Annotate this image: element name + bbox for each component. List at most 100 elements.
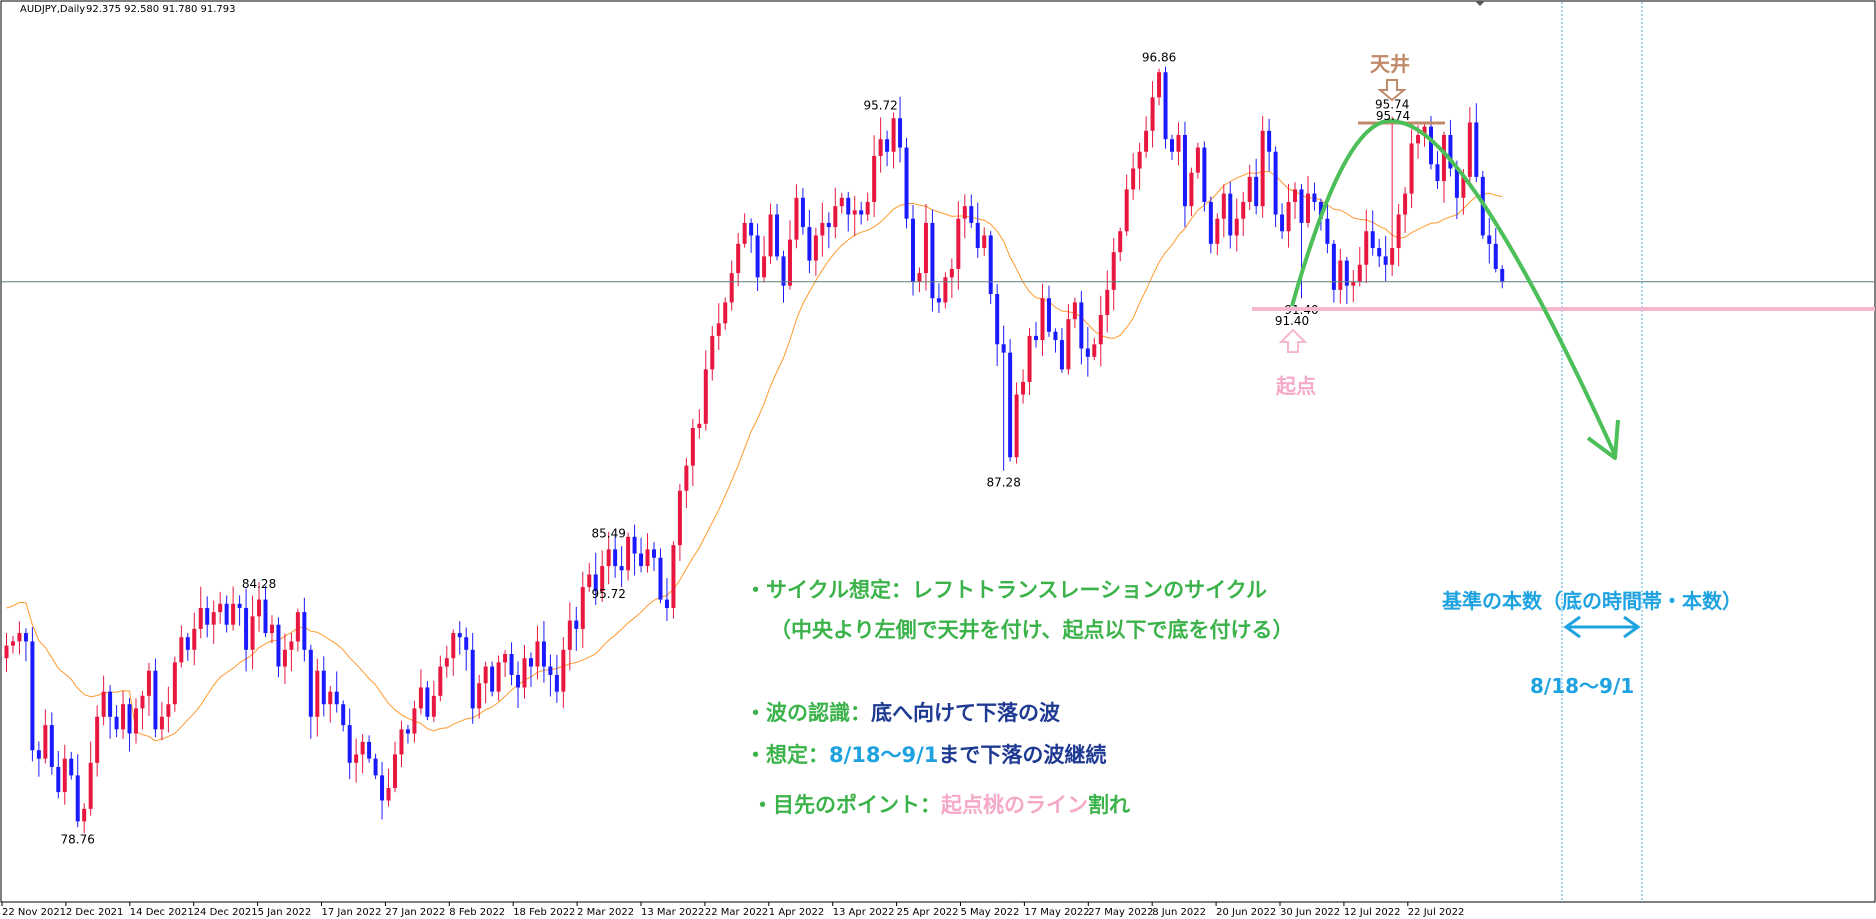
candle	[373, 753, 378, 780]
range-arrow-left-head	[1563, 615, 1581, 639]
candle-body	[114, 716, 119, 730]
candle	[677, 483, 682, 561]
candle-body	[1267, 130, 1272, 152]
candle	[1202, 141, 1207, 212]
assumption-note-dates: 8/18〜9/1	[829, 743, 939, 767]
candle	[846, 191, 851, 232]
candle	[289, 633, 294, 672]
top-value-label: 95.74	[1376, 109, 1410, 123]
candle-body	[101, 691, 106, 717]
candle	[1163, 66, 1168, 149]
candle	[1260, 115, 1265, 218]
candle	[1293, 182, 1298, 220]
candle	[664, 578, 669, 621]
candle	[503, 650, 508, 678]
candle-body	[237, 603, 242, 608]
candle-body	[1027, 335, 1032, 382]
candle-body	[1254, 176, 1259, 207]
candle	[639, 537, 644, 573]
candle-body	[1344, 260, 1349, 286]
candle-body	[431, 695, 436, 717]
candle-body	[1325, 218, 1330, 244]
candle-body	[1182, 135, 1187, 207]
candle	[1409, 129, 1414, 209]
candle-body	[891, 118, 896, 152]
candle-body	[516, 674, 521, 688]
candle	[1357, 246, 1362, 287]
candle-body	[341, 704, 346, 726]
candle-body	[56, 766, 61, 793]
price-label: 95.74	[1375, 98, 1409, 112]
x-axis-tick-label: 17 May 2022	[1024, 907, 1089, 918]
candle-body	[95, 716, 100, 763]
candle	[1034, 321, 1039, 348]
candle	[1098, 295, 1103, 367]
candle-body	[1280, 214, 1285, 232]
candle-body	[1118, 231, 1123, 253]
candle	[1500, 265, 1505, 289]
candle-body	[185, 637, 190, 650]
candle-body	[775, 214, 780, 257]
candle-body	[308, 649, 313, 717]
candle-body	[282, 649, 287, 667]
candle-body	[1422, 126, 1427, 136]
candle-body	[749, 222, 754, 236]
candle	[1377, 238, 1382, 268]
candle	[567, 602, 572, 671]
candle	[30, 626, 35, 762]
candle	[1429, 116, 1433, 170]
candle	[781, 250, 786, 303]
candle	[1008, 339, 1013, 462]
candle-body	[1072, 302, 1077, 320]
candle	[1105, 270, 1110, 333]
candle-body	[211, 612, 216, 625]
candle	[444, 645, 449, 678]
price-label: 87.28	[986, 476, 1020, 490]
candle-body	[405, 729, 410, 734]
candle-body	[826, 222, 831, 228]
candle-body	[1286, 201, 1291, 232]
candle	[282, 633, 287, 684]
candle-body	[244, 607, 249, 650]
candle-body	[146, 670, 151, 696]
candle	[140, 690, 145, 730]
wave-note-prefix: ・波の認識：	[745, 701, 871, 725]
candle	[1351, 270, 1356, 303]
candle	[969, 194, 974, 228]
candle-body	[917, 273, 922, 282]
candle-body	[723, 302, 728, 324]
x-axis-tick-label: 2 Mar 2022	[577, 907, 634, 918]
candle-body	[360, 741, 365, 755]
candle-body	[554, 674, 559, 692]
price-label: 84.28	[242, 577, 276, 591]
candle	[872, 135, 877, 217]
candle	[412, 700, 417, 743]
candle-body	[134, 708, 138, 734]
candle-body	[1377, 248, 1382, 257]
candle-body	[1357, 264, 1362, 282]
candle-body	[800, 197, 805, 228]
candle-body	[639, 553, 644, 567]
candle-body	[4, 645, 9, 659]
candle	[1111, 238, 1116, 311]
candle	[1273, 146, 1278, 228]
x-axis-tick-label: 20 Jun 2022	[1216, 907, 1276, 918]
candle-body	[904, 147, 909, 219]
candle-body	[1312, 193, 1317, 202]
x-axis-tick-label: 2 Dec 2021	[66, 907, 124, 918]
candle-body	[1493, 243, 1498, 269]
candle-body	[231, 603, 236, 625]
candle	[198, 586, 203, 639]
candle	[613, 536, 618, 578]
candle	[1448, 119, 1453, 177]
point-note-pink: 起点桃のライン	[941, 793, 1088, 817]
candle	[114, 705, 119, 738]
candle	[10, 635, 15, 654]
candle	[813, 227, 818, 276]
x-axis-tick-label: 8 Jun 2022	[1152, 907, 1206, 918]
assumption-note-text: 下落の波継続	[980, 743, 1107, 767]
candle	[405, 724, 410, 744]
candle	[1403, 187, 1408, 233]
